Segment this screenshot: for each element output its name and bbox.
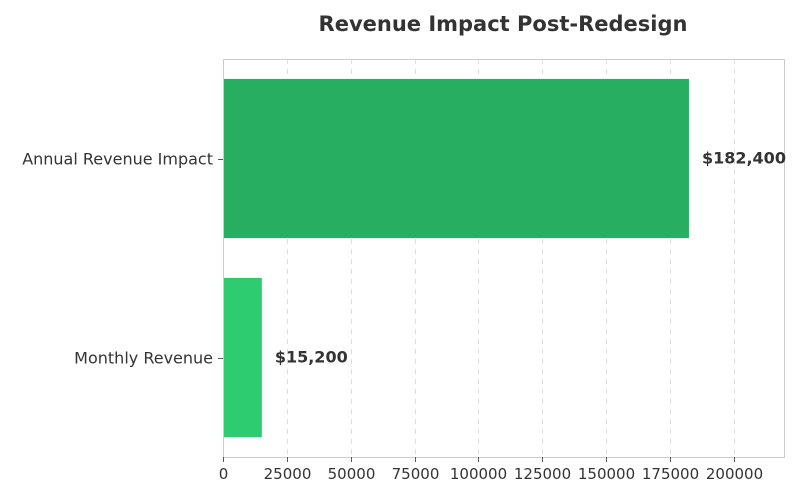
x-tick-label-0: 0 — [219, 465, 229, 483]
x-tick-label-50000: 50000 — [328, 465, 376, 483]
x-tick-label-25000: 25000 — [264, 465, 312, 483]
axis-ticks — [218, 159, 735, 462]
x-tick-label-200000: 200000 — [706, 465, 763, 483]
plot-area-frame — [223, 59, 785, 458]
bars — [223, 78, 689, 438]
y-tick-label-annual-revenue-impact: Annual Revenue Impact — [22, 150, 213, 169]
bar-annual-revenue-impact — [223, 78, 689, 239]
x-tick-label-100000: 100000 — [450, 465, 507, 483]
data-label-annual-revenue-impact: $182,400 — [702, 149, 786, 168]
x-tick-label-175000: 175000 — [642, 465, 699, 483]
labels: 0 25000 50000 75000 100000 125000 150000 175000… — [22, 149, 786, 484]
y-tick-label-monthly-revenue: Monthly Revenue — [74, 349, 213, 368]
data-label-monthly-revenue: $15,200 — [275, 348, 348, 367]
bar-monthly-revenue — [223, 277, 262, 438]
x-gridlines — [287, 59, 735, 457]
x-tick-label-150000: 150000 — [578, 465, 635, 483]
chart-title: Revenue Impact Post-Redesign — [319, 12, 688, 36]
x-tick-label-125000: 125000 — [514, 465, 571, 483]
x-tick-label-75000: 75000 — [392, 465, 440, 483]
